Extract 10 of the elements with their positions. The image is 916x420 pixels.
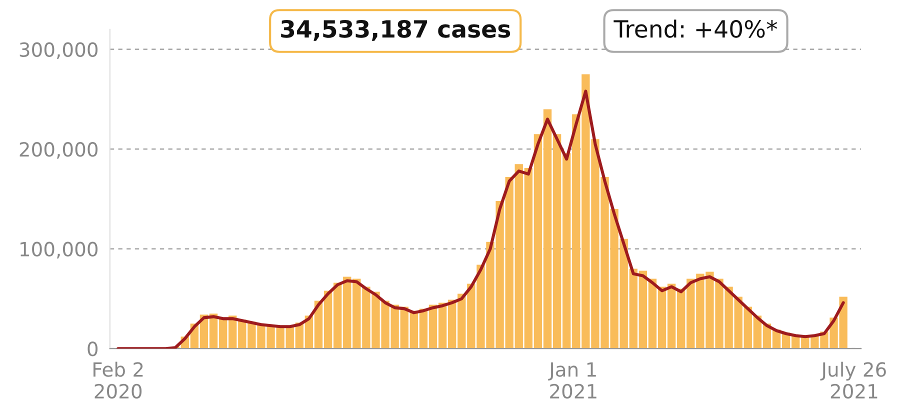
annotation: 34,533,187 cases: [281, 20, 510, 41]
y-tick-label: 200,000: [20, 142, 98, 159]
y-tick-label: 0: [88, 342, 98, 356]
annotation: Trend: +40%*: [614, 20, 778, 38]
line-series: [116, 90, 845, 349]
y-tick-label: 100,000: [20, 242, 98, 258]
x-tick-label: Feb 2 2020: [94, 362, 143, 399]
x-tick-label: July 26 2021: [820, 362, 886, 399]
y-tick-label: 300,000: [20, 42, 98, 59]
x-tick-label: Jan 1 2021: [548, 362, 596, 399]
